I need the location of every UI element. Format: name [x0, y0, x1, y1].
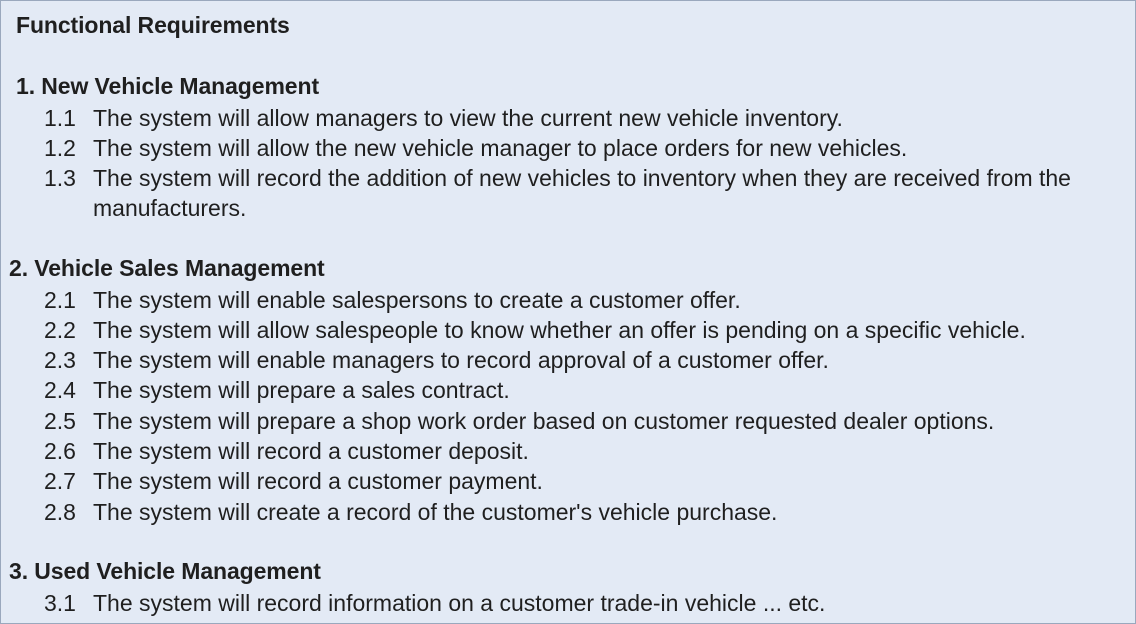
requirement-item: 2.5 The system will prepare a shop work …	[44, 406, 1093, 436]
requirement-number: 1.2	[44, 135, 76, 161]
section-heading-vehicle-sales-management: 2. Vehicle Sales Management	[9, 255, 325, 281]
requirement-item: 2.8 The system will create a record of t…	[44, 497, 1093, 527]
requirement-number: 2.1	[44, 287, 76, 313]
requirement-item: 1.3 The system will record the addition …	[44, 163, 1083, 224]
requirement-text: The system will record a customer paymen…	[93, 468, 543, 494]
requirement-number: 1.3	[44, 165, 76, 191]
requirement-number: 3.1	[44, 590, 76, 616]
requirement-text: The system will prepare a shop work orde…	[93, 408, 995, 434]
requirement-text: The system will create a record of the c…	[93, 499, 778, 525]
document-title: Functional Requirements	[16, 12, 290, 38]
requirement-item: 2.2 The system will allow salespeople to…	[44, 315, 1093, 345]
requirement-item: 1.1 The system will allow managers to vi…	[44, 103, 1093, 133]
requirement-number: 1.1	[44, 105, 76, 131]
requirement-text: The system will record information on a …	[93, 590, 826, 616]
requirement-text: The system will enable salespersons to c…	[93, 287, 741, 313]
requirement-item: 2.7 The system will record a customer pa…	[44, 466, 1093, 496]
section-heading-used-vehicle-management: 3. Used Vehicle Management	[9, 558, 321, 584]
requirement-number: 2.8	[44, 499, 76, 525]
requirement-item: 1.2 The system will allow the new vehicl…	[44, 133, 1093, 163]
requirement-text: The system will record the addition of n…	[93, 165, 1071, 222]
section-heading-new-vehicle-management: 1. New Vehicle Management	[16, 73, 320, 99]
requirement-item: 2.4 The system will prepare a sales cont…	[44, 375, 1093, 405]
requirement-number: 2.7	[44, 468, 76, 494]
requirement-text: The system will prepare a sales contract…	[93, 377, 510, 403]
requirement-item: 2.3 The system will enable managers to r…	[44, 345, 1093, 375]
requirement-text: The system will allow salespeople to kno…	[93, 317, 1026, 343]
requirement-text: The system will record a customer deposi…	[93, 438, 529, 464]
requirement-text: The system will allow managers to view t…	[93, 105, 843, 131]
requirement-number: 2.6	[44, 438, 76, 464]
requirement-number: 2.5	[44, 408, 76, 434]
requirement-number: 2.3	[44, 347, 76, 373]
requirement-text: The system will allow the new vehicle ma…	[93, 135, 908, 161]
requirement-item: 2.1 The system will enable salespersons …	[44, 285, 1093, 315]
requirement-number: 2.2	[44, 317, 76, 343]
requirement-item: 2.6 The system will record a customer de…	[44, 436, 1093, 466]
requirement-item: 3.1 The system will record information o…	[44, 588, 1093, 618]
requirement-text: The system will enable managers to recor…	[93, 347, 829, 373]
requirement-number: 2.4	[44, 377, 76, 403]
